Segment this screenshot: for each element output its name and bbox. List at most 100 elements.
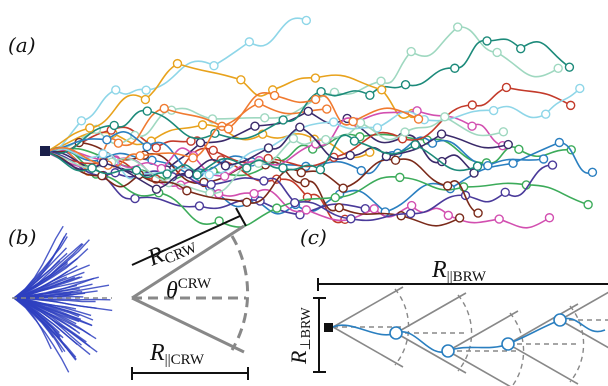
walk-step-marker: [322, 104, 332, 114]
walk-step-marker: [260, 113, 270, 123]
fan-path: [13, 297, 81, 335]
walk-step-marker: [538, 154, 549, 164]
walk-step-marker: [436, 129, 447, 139]
cone-arc: [509, 312, 525, 386]
walk-step-marker: [376, 76, 386, 86]
walk-step-marker: [345, 150, 355, 161]
walk-step-marker: [184, 169, 194, 179]
walk-step-marker: [195, 138, 206, 148]
walk-step-marker: [278, 163, 288, 173]
fan-path: [13, 297, 70, 373]
walk-step-marker: [483, 160, 493, 171]
walk-step-marker: [223, 124, 234, 134]
walk-step-marker: [142, 141, 152, 152]
r-perp-brw-label: R⊥BRW: [286, 306, 314, 365]
cone-lower-edge: [131, 296, 245, 354]
walk-step-marker: [295, 122, 305, 132]
walk-step-marker: [406, 46, 416, 57]
walk-step-marker: [210, 128, 220, 138]
walk-step-marker: [390, 155, 401, 165]
walk-path: [45, 151, 479, 214]
cone-edge: [559, 291, 608, 321]
cone-edge: [507, 303, 579, 345]
fan-path: [13, 297, 91, 356]
correlated-walk-fan: [13, 225, 113, 373]
walk-step-marker: [220, 161, 231, 171]
walk-step-marker: [467, 121, 477, 131]
walk-step-marker: [151, 184, 162, 194]
walk-step-marker: [413, 114, 424, 124]
cone-edge: [332, 326, 404, 368]
walk-step-marker: [151, 143, 161, 153]
walk-step-marker: [140, 94, 151, 105]
cone-arc: [230, 235, 250, 351]
cone-edge: [332, 286, 404, 328]
panel-a-label: (a): [8, 33, 36, 57]
walk-step-marker: [310, 94, 321, 105]
walk-step-marker: [141, 85, 151, 95]
walk-step-marker: [544, 213, 555, 223]
walk-step-marker: [328, 117, 339, 127]
walk-step-marker: [454, 213, 465, 223]
walk-step-marker: [377, 85, 387, 95]
walk-step-marker: [369, 204, 379, 214]
brw-step-marker: [501, 337, 515, 351]
walk-step-marker: [321, 134, 331, 145]
walk-step-marker: [453, 22, 463, 32]
r-par-crw-label: R||CRW: [149, 340, 205, 368]
walk-step-marker: [564, 62, 575, 72]
walk-step-marker: [488, 105, 499, 116]
walk-step-marker: [553, 63, 563, 74]
walk-step-marker: [236, 75, 246, 85]
walk-path: [45, 17, 307, 153]
walk-step-marker: [514, 144, 524, 154]
walk-step-marker: [395, 172, 405, 183]
walk-step-marker: [450, 63, 460, 73]
walk-step-marker: [330, 192, 340, 203]
walk-step-marker: [272, 203, 282, 213]
fan-path: [13, 248, 89, 299]
brw-step-marker: [389, 326, 403, 340]
walk-step-marker: [315, 164, 326, 175]
fan-path: [13, 236, 68, 299]
walk-step-marker: [102, 135, 112, 145]
walk-step-marker: [575, 83, 585, 94]
theta-crw-label: θCRW: [166, 276, 212, 304]
walk-step-marker: [442, 181, 453, 191]
walk-step-marker: [410, 140, 420, 150]
walk-step-marker: [142, 106, 152, 116]
walk-step-marker: [554, 137, 565, 148]
brw-source-square: [324, 323, 333, 332]
r-crw-label: RCRW: [143, 229, 200, 274]
walk-step-marker: [249, 188, 259, 199]
cone-edge: [507, 343, 579, 385]
walk-step-marker: [400, 127, 410, 137]
fan-path: [13, 297, 77, 358]
walk-step-marker: [508, 158, 518, 168]
walk-step-marker: [159, 103, 169, 114]
crw-cone-diagram: RCRW θCRW R||CRW: [131, 207, 250, 380]
walk-path: [45, 115, 504, 194]
walk-step-marker: [400, 79, 411, 90]
walk-step-marker: [85, 123, 95, 133]
walk-step-marker: [482, 36, 492, 46]
walk-step-marker: [500, 187, 510, 197]
walk-step-marker: [242, 163, 252, 173]
walk-step-marker: [259, 176, 269, 186]
walk-step-marker: [547, 160, 558, 170]
walk-step-marker: [192, 170, 202, 180]
cone-edge: [559, 319, 608, 349]
brw-step-marker: [441, 344, 455, 358]
walk-step-marker: [303, 106, 313, 116]
walk-step-marker: [135, 151, 145, 161]
walk-step-marker: [194, 201, 205, 211]
walk-path: [45, 26, 559, 153]
walk-step-marker: [406, 200, 417, 211]
walk-path: [45, 87, 581, 180]
walk-step-marker: [301, 205, 312, 215]
walk-step-marker: [76, 116, 87, 126]
walk-step-marker: [503, 139, 513, 150]
walk-step-marker: [208, 145, 218, 156]
walk-step-marker: [346, 214, 356, 224]
